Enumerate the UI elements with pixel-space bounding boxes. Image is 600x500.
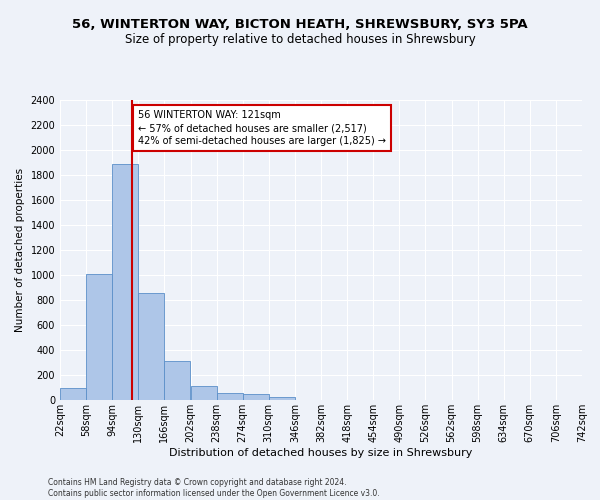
Bar [139, 292, 164, 400]
Bar [191, 386, 217, 400]
Text: 56 WINTERTON WAY: 121sqm
← 57% of detached houses are smaller (2,517)
42% of sem: 56 WINTERTON WAY: 121sqm ← 57% of detach… [139, 110, 386, 146]
Text: Contains HM Land Registry data © Crown copyright and database right 2024.
Contai: Contains HM Land Registry data © Crown c… [48, 478, 380, 498]
Bar [269, 396, 295, 400]
Bar [112, 164, 138, 400]
Bar [60, 388, 86, 400]
Bar [217, 393, 242, 400]
Bar [242, 394, 269, 400]
Text: Size of property relative to detached houses in Shrewsbury: Size of property relative to detached ho… [125, 32, 475, 46]
Text: 56, WINTERTON WAY, BICTON HEATH, SHREWSBURY, SY3 5PA: 56, WINTERTON WAY, BICTON HEATH, SHREWSB… [72, 18, 528, 30]
Bar [86, 274, 112, 400]
X-axis label: Distribution of detached houses by size in Shrewsbury: Distribution of detached houses by size … [169, 448, 473, 458]
Y-axis label: Number of detached properties: Number of detached properties [15, 168, 25, 332]
Bar [164, 360, 190, 400]
